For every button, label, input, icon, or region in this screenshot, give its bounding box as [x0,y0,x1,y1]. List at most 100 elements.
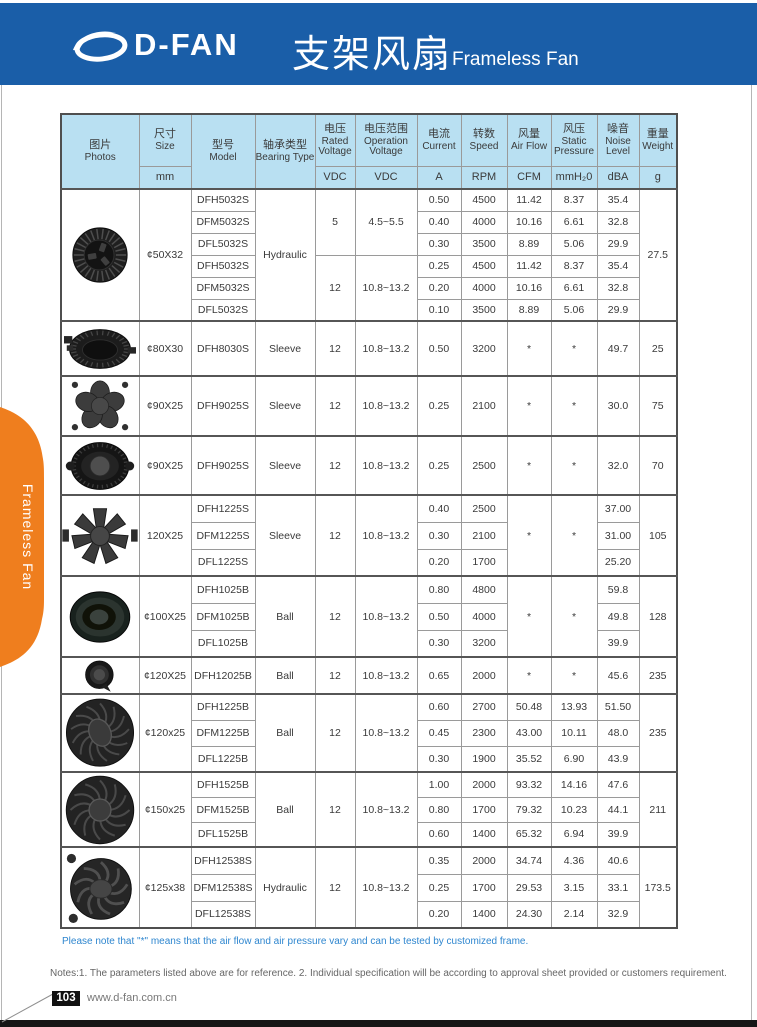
pressure-cell: 6.61 [550,276,598,300]
airflow-cell: * [506,656,552,695]
speed-cell: 3500 [460,298,508,322]
model-cell: DFL5032S [190,232,256,256]
current-cell: 0.65 [416,656,462,695]
pressure-cell: * [550,320,598,377]
weight-cell: 105 [638,494,678,577]
page-title-en: Frameless Fan [452,49,579,70]
model-cell: DFM1525B [190,796,256,823]
current-cell: 0.20 [416,900,462,929]
current-cell: 0.25 [416,873,462,902]
speed-cell: 2500 [460,494,508,523]
size-cell: ¢90X25 [138,435,192,496]
col-header-current: 电流 Current [416,113,462,167]
voltage-range-cell: 10.8~13.2 [354,375,418,437]
weight-cell: 27.5 [638,188,678,322]
voltage-range-cell: 10.8~13.2 [354,435,418,496]
page-title-zh: 支架风扇 [292,34,453,76]
model-cell: DFH1025B [190,575,256,604]
speed-cell: 4000 [460,210,508,234]
model-cell: DFH1225B [190,693,256,721]
website-url: www.d-fan.com.cn [87,992,177,1004]
fan-photo-9 [60,771,140,848]
col-header-noise-level: 噪音 Noise Level [596,113,640,167]
current-cell: 0.40 [416,210,462,234]
corner-flourish [1,993,54,1023]
size-cell: 120X25 [138,494,192,577]
speed-cell: 3200 [460,629,508,658]
voltage-range-cell: 10.8~13.2 [354,656,418,695]
speed-cell: 1700 [460,873,508,902]
noise-cell: 32.8 [596,276,640,300]
speed-cell: 3500 [460,232,508,256]
speed-cell: 2700 [460,693,508,721]
model-cell: DFH8030S [190,320,256,377]
fan-photo-8 [60,693,140,773]
pressure-cell: 5.06 [550,232,598,256]
model-cell: DFL1225S [190,548,256,577]
bearing-cell: Sleeve [254,435,316,496]
current-cell: 0.50 [416,320,462,377]
voltage-cell: 12 [314,575,356,658]
model-cell: DFL5032S [190,298,256,322]
airflow-cell: 10.16 [506,276,552,300]
current-cell: 0.30 [416,521,462,550]
col-header-air-flow: 风量 Air Flow [506,113,552,167]
pressure-cell: 13.93 [550,693,598,721]
voltage-range-cell: 10.8~13.2 [354,575,418,658]
col-unit-speed: RPM [460,165,508,190]
model-cell: DFH9025S [190,435,256,496]
current-cell: 0.10 [416,298,462,322]
model-cell: DFM5032S [190,276,256,300]
pressure-cell: * [550,435,598,496]
airflow-cell: 29.53 [506,873,552,902]
voltage-cell: 12 [314,494,356,577]
current-cell: 0.80 [416,575,462,604]
model-cell: DFH1525B [190,771,256,798]
pressure-cell: 8.37 [550,254,598,278]
voltage-range-cell: 10.8~13.2 [354,494,418,577]
noise-cell: 35.4 [596,188,640,212]
model-cell: DFL1025B [190,629,256,658]
col-header-operation-voltage: 电压范围 Operation Voltage [354,113,418,167]
bearing-cell: Hydraulic [254,846,316,929]
current-cell: 0.20 [416,276,462,300]
voltage-range-cell: 10.8~13.2 [354,771,418,848]
model-cell: DFM1225B [190,719,256,747]
pressure-cell: 6.90 [550,745,598,773]
noise-cell: 43.9 [596,745,640,773]
fan-photo-7 [60,656,140,695]
noise-cell: 44.1 [596,796,640,823]
noise-cell: 40.6 [596,846,640,875]
airflow-cell: * [506,575,552,658]
bottom-bar [0,1020,757,1027]
airflow-cell: * [506,435,552,496]
voltage-cell: 12 [314,771,356,848]
logo-swoosh-icon [73,31,128,62]
current-cell: 0.30 [416,745,462,773]
speed-cell: 2100 [460,375,508,437]
voltage-cell: 12 [314,435,356,496]
current-cell: 0.60 [416,821,462,848]
pressure-cell: * [550,575,598,658]
logo-text: D-FAN [134,27,239,62]
pressure-cell: * [550,494,598,577]
col-unit-size: mm [138,165,192,190]
col-unit-static-pressure: mmH₂0 [550,165,598,190]
pressure-cell: 10.23 [550,796,598,823]
weight-cell: 173.5 [638,846,678,929]
note-asterisk: Please note that "*" means that the air … [62,936,529,947]
voltage-cell: 12 [314,254,356,322]
size-cell: ¢120x25 [138,693,192,773]
noise-cell: 35.4 [596,254,640,278]
pressure-cell: 2.14 [550,900,598,929]
pressure-cell: 6.61 [550,210,598,234]
noise-cell: 59.8 [596,575,640,604]
airflow-cell: 79.32 [506,796,552,823]
airflow-cell: 43.00 [506,719,552,747]
noise-cell: 32.9 [596,900,640,929]
side-tab-label: Frameless Fan [20,484,36,590]
speed-cell: 2300 [460,719,508,747]
weight-cell: 235 [638,693,678,773]
bearing-cell: Sleeve [254,320,316,377]
current-cell: 0.80 [416,796,462,823]
